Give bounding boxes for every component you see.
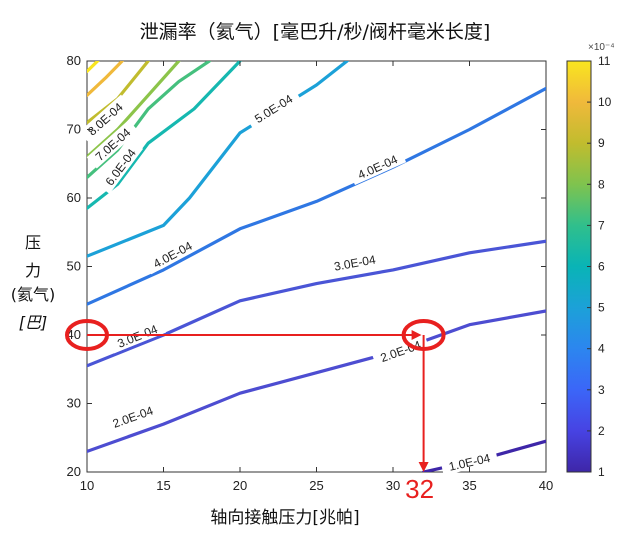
x-tick-label: 15 xyxy=(156,478,170,493)
x-axis-ticks: 10 15 20 25 30 35 40 xyxy=(80,61,553,493)
red-annotations: 32 xyxy=(65,319,446,504)
y-tick-label: 70 xyxy=(67,122,81,137)
contour-label-bg xyxy=(97,139,144,194)
y-tick-label: 50 xyxy=(67,259,81,274)
contour-label-bg xyxy=(325,250,384,275)
contour-label-bg xyxy=(440,448,499,476)
y-axis-label: 压力 (氦气) [巴] xyxy=(11,233,56,332)
contour-line xyxy=(87,61,100,73)
x-tick-label: 25 xyxy=(309,478,323,493)
contour-label-bg xyxy=(348,148,407,186)
contour-label-bg xyxy=(371,334,430,368)
y-tick-label: 60 xyxy=(67,190,81,205)
contour-label-bg xyxy=(103,400,162,434)
y-tick-label: 30 xyxy=(67,396,81,411)
contour-line xyxy=(87,86,546,306)
contour-label-bg xyxy=(86,119,139,169)
contour-line xyxy=(87,61,349,258)
colorbar-ticks: 1 2 3 4 5 6 7 8 9 10 11 xyxy=(587,54,612,479)
colorbar-tick-label: 10 xyxy=(598,95,612,109)
colorbar-tick-label: 11 xyxy=(598,54,611,68)
contour-line xyxy=(87,61,242,210)
contour-line xyxy=(87,61,181,159)
colorbar-tick-label: 2 xyxy=(598,424,605,438)
x-axis-label: 轴向接触压力[兆帕] xyxy=(210,508,359,528)
contour-label-bg xyxy=(79,94,131,144)
x-tick-label: 40 xyxy=(539,478,553,493)
contour-label-bg xyxy=(144,234,201,275)
contour-lines xyxy=(87,61,546,472)
x-tick-label: 10 xyxy=(80,478,94,493)
y-axis-label-line: [巴] xyxy=(19,313,48,332)
y-axis-label-line: (氦气) xyxy=(11,285,56,304)
contour-line xyxy=(87,309,546,453)
y-axis-label-line: 压 xyxy=(25,233,41,252)
colorbar-tick-label: 9 xyxy=(598,136,605,150)
y-tick-label: 20 xyxy=(67,464,81,479)
colorbar: ×10⁻⁴ 1 2 3 4 5 6 7 8 9 10 11 xyxy=(566,42,615,479)
colorbar-exponent: ×10⁻⁴ xyxy=(588,42,615,53)
highlight-ellipse xyxy=(401,319,446,351)
callout-value: 32 xyxy=(405,474,434,504)
y-tick-label: 80 xyxy=(67,53,81,68)
x-tick-label: 30 xyxy=(386,478,400,493)
highlight-ellipse xyxy=(65,319,109,351)
colorbar-tick-label: 1 xyxy=(598,465,605,479)
x-tick-label: 35 xyxy=(462,478,476,493)
colorbar-tick-label: 5 xyxy=(598,301,605,315)
colorbar-tick-label: 8 xyxy=(598,177,605,191)
colorbar-tick-label: 3 xyxy=(598,383,605,397)
contour-line xyxy=(87,61,211,179)
colorbar-tick-label: 6 xyxy=(598,260,605,274)
chart-title: 泄漏率（氦气）[毫巴升/秒/阀杆毫米长度] xyxy=(140,21,491,43)
y-tick-label: 40 xyxy=(67,327,81,342)
x-tick-label: 20 xyxy=(233,478,247,493)
contour-line xyxy=(87,61,124,97)
plot-area: 1.0E-042.0E-042.0E-043.0E-043.0E-044.0E-… xyxy=(65,53,553,504)
colorbar-tick-label: 7 xyxy=(598,218,605,232)
colorbar-tick-label: 4 xyxy=(598,342,605,356)
y-axis-ticks: 20 30 40 50 60 70 80 xyxy=(67,53,546,479)
contour-label-bg xyxy=(245,87,302,130)
y-axis-label-line: 力 xyxy=(25,261,41,280)
